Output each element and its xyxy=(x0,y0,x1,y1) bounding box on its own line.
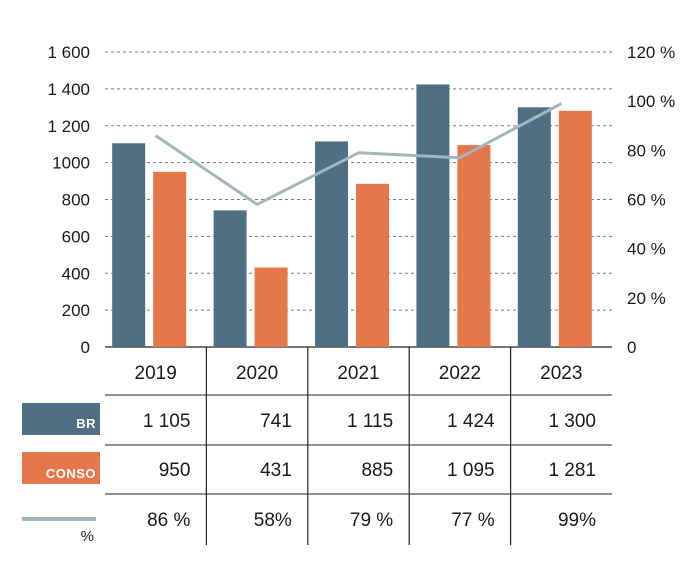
bar-conso xyxy=(457,145,490,347)
legend-label-conso: CONSO xyxy=(46,466,96,481)
bar-conso xyxy=(559,111,592,347)
y-left-tick-label: 200 xyxy=(62,301,90,320)
cell-conso-value: 950 xyxy=(159,460,191,481)
legend-label-br: BR xyxy=(76,416,96,431)
y-left-tick-label: 1 600 xyxy=(47,43,90,62)
cell-conso-value: 431 xyxy=(260,460,292,481)
legend-label-ratio: % xyxy=(81,528,94,545)
bar-br xyxy=(112,143,145,347)
x-tick-label: 2022 xyxy=(439,363,481,384)
cell-pct-value: 99% xyxy=(558,510,596,531)
legend: BR CONSO% xyxy=(22,403,100,545)
y-left-tick-label: 0 xyxy=(81,338,90,357)
x-tick-label: 2020 xyxy=(236,363,278,384)
cell-br-value: 1 115 xyxy=(347,411,393,432)
cell-conso-value: 1 095 xyxy=(447,460,495,481)
y-right-tick-label: 0 xyxy=(627,338,636,357)
cell-br-value: 1 424 xyxy=(447,411,495,432)
y-right-tick-label: 120 % xyxy=(627,43,675,62)
y-right-tick-label: 20 % xyxy=(627,289,666,308)
y-right-tick-label: 80 % xyxy=(627,141,666,160)
y-left-tick-label: 1000 xyxy=(52,154,90,173)
bar-br xyxy=(518,107,551,347)
bar-conso xyxy=(356,184,389,347)
cell-br-value: 1 300 xyxy=(548,411,596,432)
cell-pct-value: 58% xyxy=(254,510,292,531)
y-left-tick-label: 1 200 xyxy=(47,117,90,136)
cell-pct-value: 77 % xyxy=(451,510,494,531)
y-right-tick-label: 100 % xyxy=(627,92,675,111)
x-tick-label: 2021 xyxy=(337,363,379,384)
cell-conso-value: 885 xyxy=(361,460,393,481)
x-tick-label: 2023 xyxy=(540,363,582,384)
y-left-tick-label: 400 xyxy=(62,264,90,283)
bar-br xyxy=(416,84,449,347)
y-left-tick-label: 800 xyxy=(62,191,90,210)
left-axis: 0 200 400 600 800 1000 1 200 1 400 1 600 xyxy=(47,43,90,357)
bar-br xyxy=(214,210,247,347)
cell-conso-value: 1 281 xyxy=(548,460,596,481)
y-right-tick-label: 40 % xyxy=(627,240,666,259)
cell-br-value: 741 xyxy=(260,411,292,432)
bar-conso xyxy=(153,172,186,347)
y-left-tick-label: 600 xyxy=(62,227,90,246)
y-right-tick-label: 60 % xyxy=(627,191,666,210)
bar-conso xyxy=(255,268,288,347)
bars xyxy=(112,84,592,347)
cell-br-value: 1 105 xyxy=(143,411,191,432)
y-left-tick-label: 1 400 xyxy=(47,80,90,99)
right-axis: 0 20 % 40 % 60 % 80 % 100 % 120 % xyxy=(627,43,675,357)
data-table: 2019 2020 2021 2022 2023 1 105 741 1 115 1 424 1 … xyxy=(105,347,612,545)
cell-pct-value: 79 % xyxy=(350,510,393,531)
x-tick-label: 2019 xyxy=(135,363,177,384)
cell-pct-value: 86 % xyxy=(147,510,190,531)
